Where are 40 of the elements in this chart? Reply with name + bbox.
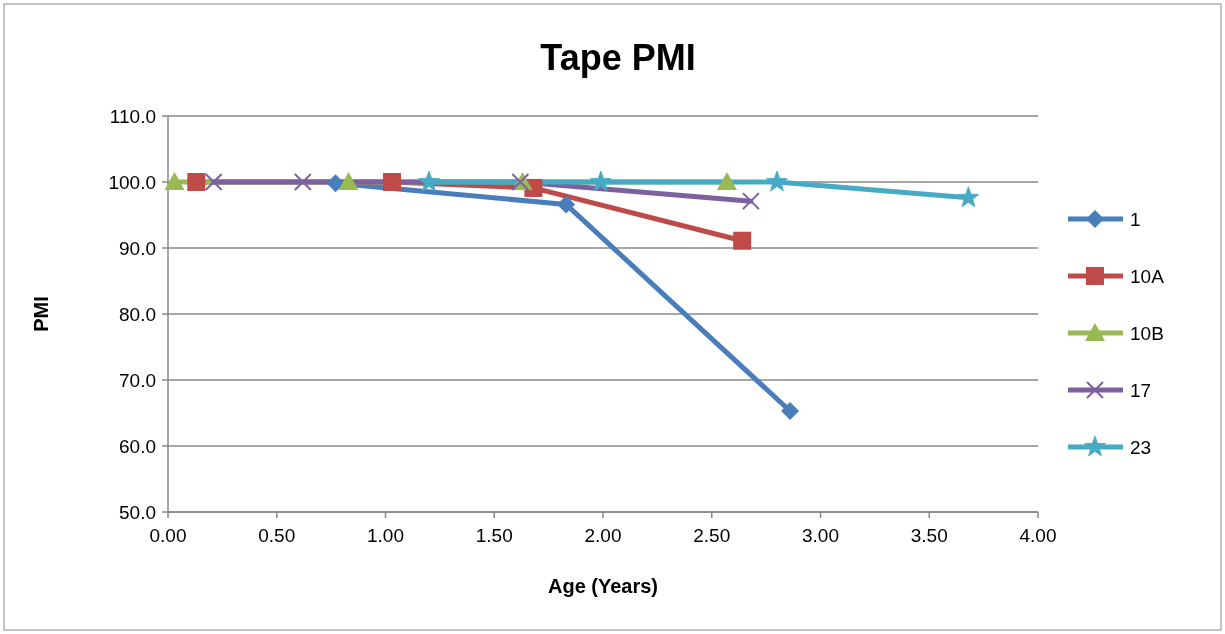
point — [781, 402, 800, 421]
point — [557, 195, 576, 214]
point — [716, 172, 737, 190]
x-axis-title: Age (Years) — [547, 575, 659, 597]
point — [293, 173, 312, 191]
y-axis-title: PMI — [30, 296, 52, 332]
point — [733, 231, 752, 250]
x-tick-label: 0.50 — [258, 525, 296, 546]
legend-label: 10A — [1130, 265, 1165, 287]
point — [187, 173, 206, 191]
legend-label: 17 — [1130, 379, 1152, 401]
point — [338, 172, 359, 190]
point — [326, 174, 345, 193]
x-tick-label: 1.00 — [367, 525, 404, 546]
y-tick-label: 100.0 — [108, 171, 156, 193]
point — [383, 173, 402, 191]
x-tick-label: 1.50 — [475, 525, 513, 546]
y-tick-label: 70.0 — [119, 369, 156, 391]
point — [418, 170, 440, 192]
x-tick-label: 3.00 — [802, 525, 839, 546]
x-tick-label: 2.50 — [693, 525, 731, 546]
x-tick-label: 4.00 — [1019, 525, 1057, 546]
point — [164, 172, 185, 190]
point — [589, 170, 612, 192]
point — [957, 186, 980, 208]
y-tick-label: 50.0 — [119, 501, 156, 523]
point — [741, 192, 760, 211]
point — [204, 173, 223, 191]
y-tick-label: 110.0 — [109, 105, 156, 127]
legend-label: 23 — [1130, 436, 1152, 458]
y-tick-label: 80.0 — [119, 303, 156, 325]
chart-title: Tape PMI — [540, 37, 696, 78]
x-tick-label: 3.50 — [910, 525, 948, 546]
y-tick-label: 60.0 — [119, 435, 156, 457]
point — [766, 170, 788, 192]
legend-label: 1 — [1130, 208, 1141, 230]
y-tick-label: 90.0 — [119, 237, 156, 259]
x-tick-label: 2.00 — [584, 525, 622, 546]
legend-label: 10B — [1130, 322, 1164, 344]
x-tick-label: 0.00 — [149, 525, 187, 546]
